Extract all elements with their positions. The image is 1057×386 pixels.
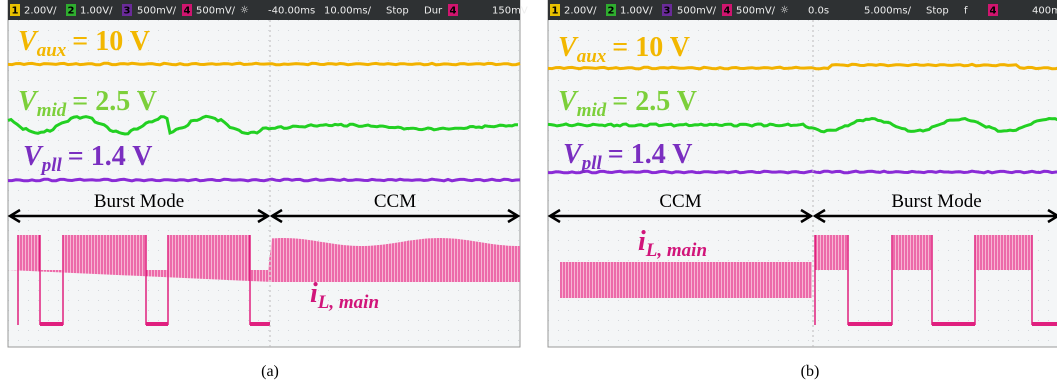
mode-label: Burst Mode bbox=[891, 191, 981, 212]
aux-trace bbox=[8, 63, 520, 65]
burst-on bbox=[168, 235, 250, 270]
ccm-band bbox=[560, 262, 812, 298]
label-subscript: mid bbox=[37, 100, 67, 121]
status-text: 2.00V/ bbox=[24, 6, 57, 17]
burst-on bbox=[975, 235, 1032, 270]
status-text: 500mV/ bbox=[196, 6, 236, 17]
label-subscript: aux bbox=[37, 40, 67, 61]
label-subscript: pll bbox=[580, 153, 603, 174]
scope-panel: ☼ 1 2.00V/2 1.00V/3 500mV/4 500mV/0.0s 5.000ms… bbox=[548, 0, 1057, 380]
channel-number: 3 bbox=[664, 6, 671, 17]
status-text: 1.00V/ bbox=[620, 6, 653, 17]
label-subscript: aux bbox=[577, 46, 607, 67]
figure: ☼12.00V/21.00V/3500mV/4500mV/-40.00ms10.… bbox=[0, 0, 1057, 386]
sun-icon: ☼ bbox=[240, 5, 249, 16]
channel-number: 3 bbox=[124, 6, 131, 17]
status-text: Stop bbox=[386, 6, 409, 17]
status-text: 500mV/ bbox=[137, 6, 177, 17]
channel-number: 2 bbox=[68, 6, 75, 17]
label-value: = 1.4 V bbox=[68, 141, 153, 172]
channel-number: 1 bbox=[552, 6, 559, 17]
burst-on bbox=[892, 235, 932, 270]
status-text: Stop bbox=[926, 6, 949, 17]
channel-number: 4 bbox=[450, 6, 457, 17]
status-text: 5.000ms/ bbox=[864, 6, 912, 17]
status-text: 10.00ms/ bbox=[324, 6, 372, 17]
burst-off bbox=[848, 322, 892, 326]
channel-number: 4 bbox=[990, 6, 997, 17]
label-value: = 2.5 V bbox=[72, 86, 157, 117]
burst-off bbox=[40, 322, 63, 326]
mode-label: CCM bbox=[374, 191, 416, 212]
channel-number: 4 bbox=[184, 6, 191, 17]
pll-trace bbox=[8, 179, 520, 181]
status-text: 500mV/ bbox=[677, 6, 717, 17]
burst-off bbox=[932, 322, 975, 326]
status-text: Dur bbox=[424, 6, 443, 17]
mode-label: Burst Mode bbox=[94, 191, 184, 212]
sun-icon: ☼ bbox=[780, 5, 789, 16]
label-value: = 10 V bbox=[612, 32, 690, 63]
label-value: = 1.4 V bbox=[608, 139, 693, 170]
caption: (b) bbox=[801, 363, 820, 380]
label-value: = 2.5 V bbox=[612, 86, 697, 117]
channel-number: 4 bbox=[724, 6, 731, 17]
channel-number: 1 bbox=[12, 6, 19, 17]
status-text: 500mV/ bbox=[736, 6, 776, 17]
burst-on bbox=[815, 235, 848, 270]
burst-on bbox=[18, 235, 40, 270]
status-text: f bbox=[964, 6, 968, 17]
label-subscript: pll bbox=[40, 155, 63, 176]
status-text: 2.00V/ bbox=[564, 6, 597, 17]
status-text: 1.00V/ bbox=[80, 6, 113, 17]
scope-panel: ☼ 1 2.00V/2 1.00V/3 500mV/4 500mV/ -40.00ms 10.… bbox=[8, 0, 528, 380]
label-subscript: L, main bbox=[317, 292, 379, 313]
burst-off bbox=[1032, 322, 1057, 326]
status-text: 150mV bbox=[492, 6, 528, 17]
status-text: -40.00ms bbox=[268, 6, 315, 17]
burst-off bbox=[146, 322, 168, 326]
label-value: = 10 V bbox=[72, 26, 150, 57]
channel-number: 2 bbox=[608, 6, 615, 17]
burst-off bbox=[250, 322, 270, 326]
pll-trace bbox=[548, 171, 1057, 173]
label-subscript: L, main bbox=[645, 240, 707, 261]
mode-label: CCM bbox=[659, 191, 701, 212]
label-subscript: mid bbox=[577, 100, 607, 121]
caption: (a) bbox=[261, 363, 279, 380]
burst-on bbox=[63, 235, 146, 270]
status-text: 0.0s bbox=[808, 6, 829, 17]
